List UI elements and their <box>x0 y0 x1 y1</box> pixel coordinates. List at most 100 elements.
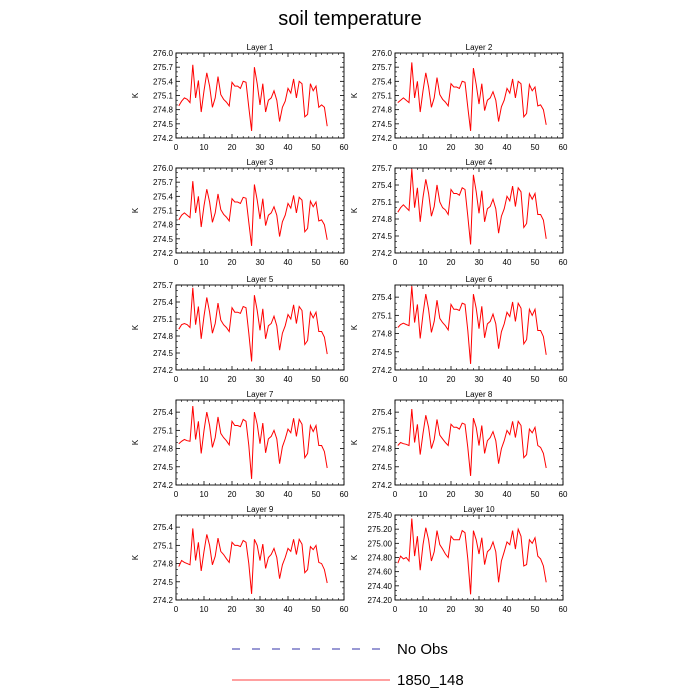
y-tick-label: 274.5 <box>372 232 393 241</box>
y-tick-label: 274.20 <box>368 596 393 605</box>
x-tick-label: 10 <box>200 605 209 614</box>
y-tick-label: 274.8 <box>153 106 174 115</box>
x-tick-label: 10 <box>419 490 428 499</box>
x-tick-label: 50 <box>312 143 321 152</box>
panel-title: Layer 9 <box>247 505 274 514</box>
x-tick-label: 20 <box>228 258 237 267</box>
y-axis-label: K <box>131 207 140 213</box>
plot-frame <box>394 514 564 601</box>
y-tick-label: 275.4 <box>372 77 393 86</box>
x-tick-label: 20 <box>228 375 237 384</box>
x-tick-label: 30 <box>475 605 484 614</box>
x-tick-label: 40 <box>284 375 293 384</box>
x-tick-label: 30 <box>475 143 484 152</box>
series-line <box>178 181 328 246</box>
y-tick-label: 274.8 <box>153 221 174 230</box>
y-tick-label: 274.2 <box>372 134 393 143</box>
x-tick-label: 60 <box>559 258 568 267</box>
y-tick-label: 276.0 <box>372 49 393 58</box>
y-tick-label: 276.0 <box>153 49 174 58</box>
series-line <box>397 286 547 364</box>
y-tick-label: 275.7 <box>153 178 174 187</box>
y-tick-label: 274.2 <box>372 366 393 375</box>
x-tick-label: 50 <box>531 605 540 614</box>
x-tick-label: 0 <box>393 375 398 384</box>
x-tick-label: 30 <box>475 258 484 267</box>
y-axis-label: K <box>350 324 359 330</box>
x-tick-label: 50 <box>312 375 321 384</box>
y-axis-label: K <box>350 439 359 445</box>
y-tick-label: 275.1 <box>372 426 393 435</box>
panel-4: Layer 4 0 10 20 30 40 50 60 274.2 274.5 274.8 275.1… <box>350 158 568 267</box>
x-tick-label: 20 <box>447 143 456 152</box>
x-tick-label: 10 <box>419 258 428 267</box>
x-tick-label: 40 <box>503 375 512 384</box>
y-tick-label: 275.4 <box>372 408 393 417</box>
y-axis-label: K <box>131 439 140 445</box>
series-line <box>397 409 547 476</box>
y-tick-label: 274.8 <box>372 445 393 454</box>
y-tick-label: 274.60 <box>368 568 393 577</box>
panel-title: Layer 1 <box>247 43 274 52</box>
x-tick-label: 50 <box>312 258 321 267</box>
panel-8: Layer 8 0 10 20 30 40 50 60 274.2 274.5 274.8 275.1… <box>350 390 568 499</box>
panel-title: Layer 7 <box>247 390 274 399</box>
x-tick-label: 60 <box>559 143 568 152</box>
x-tick-label: 30 <box>475 375 484 384</box>
x-tick-label: 50 <box>312 605 321 614</box>
panel-title: Layer 8 <box>466 390 493 399</box>
y-tick-label: 274.8 <box>372 106 393 115</box>
y-tick-label: 274.8 <box>372 330 393 339</box>
legend-label: 1850_148 <box>397 672 464 689</box>
y-tick-label: 275.40 <box>368 511 393 520</box>
y-tick-label: 275.4 <box>153 523 174 532</box>
x-tick-label: 50 <box>531 375 540 384</box>
panel-6: Layer 6 0 10 20 30 40 50 60 274.2 274.5 274.8 275.1… <box>350 275 568 384</box>
x-tick-label: 10 <box>200 375 209 384</box>
x-tick-label: 50 <box>531 258 540 267</box>
x-tick-label: 0 <box>174 605 179 614</box>
x-tick-label: 0 <box>393 605 398 614</box>
x-tick-label: 40 <box>503 490 512 499</box>
panel-10: Layer 10 0 10 20 30 40 50 60 274.20 274.40 274.60 2… <box>350 505 568 614</box>
y-tick-label: 274.2 <box>372 249 393 258</box>
y-tick-label: 275.7 <box>372 164 393 173</box>
x-tick-label: 50 <box>531 143 540 152</box>
y-tick-label: 275.7 <box>372 63 393 72</box>
legend: No Obs 1850_148 <box>232 641 464 689</box>
x-tick-label: 10 <box>200 143 209 152</box>
y-tick-label: 274.5 <box>372 348 393 357</box>
y-tick-label: 275.4 <box>153 408 174 417</box>
y-tick-label: 274.5 <box>153 120 174 129</box>
y-tick-label: 275.1 <box>153 92 174 101</box>
panel-title: Layer 3 <box>247 158 274 167</box>
y-tick-label: 274.2 <box>153 596 174 605</box>
panel-title: Layer 10 <box>463 505 495 514</box>
y-tick-label: 274.2 <box>372 481 393 490</box>
y-tick-label: 275.4 <box>372 181 393 190</box>
y-tick-label: 274.2 <box>153 481 174 490</box>
x-tick-label: 60 <box>340 143 349 152</box>
y-tick-label: 274.5 <box>153 235 174 244</box>
x-tick-label: 30 <box>256 605 265 614</box>
x-tick-label: 40 <box>284 490 293 499</box>
x-tick-label: 60 <box>559 490 568 499</box>
y-tick-label: 275.1 <box>372 92 393 101</box>
x-tick-label: 10 <box>419 375 428 384</box>
y-axis-label: K <box>350 554 359 560</box>
x-tick-label: 0 <box>393 143 398 152</box>
x-tick-label: 50 <box>531 490 540 499</box>
y-tick-label: 274.2 <box>153 366 174 375</box>
y-tick-label: 275.1 <box>153 315 174 324</box>
y-axis-label: K <box>350 207 359 213</box>
panel-title: Layer 4 <box>466 158 493 167</box>
x-tick-label: 10 <box>419 605 428 614</box>
y-tick-label: 274.2 <box>153 249 174 258</box>
y-tick-label: 274.5 <box>153 463 174 472</box>
series-line <box>397 169 547 245</box>
x-tick-label: 40 <box>503 143 512 152</box>
y-tick-label: 274.8 <box>153 560 174 569</box>
series-line <box>178 287 328 362</box>
panel-2: Layer 2 0 10 20 30 40 50 60 274.2 274.5 274.8 275.1… <box>350 43 568 152</box>
